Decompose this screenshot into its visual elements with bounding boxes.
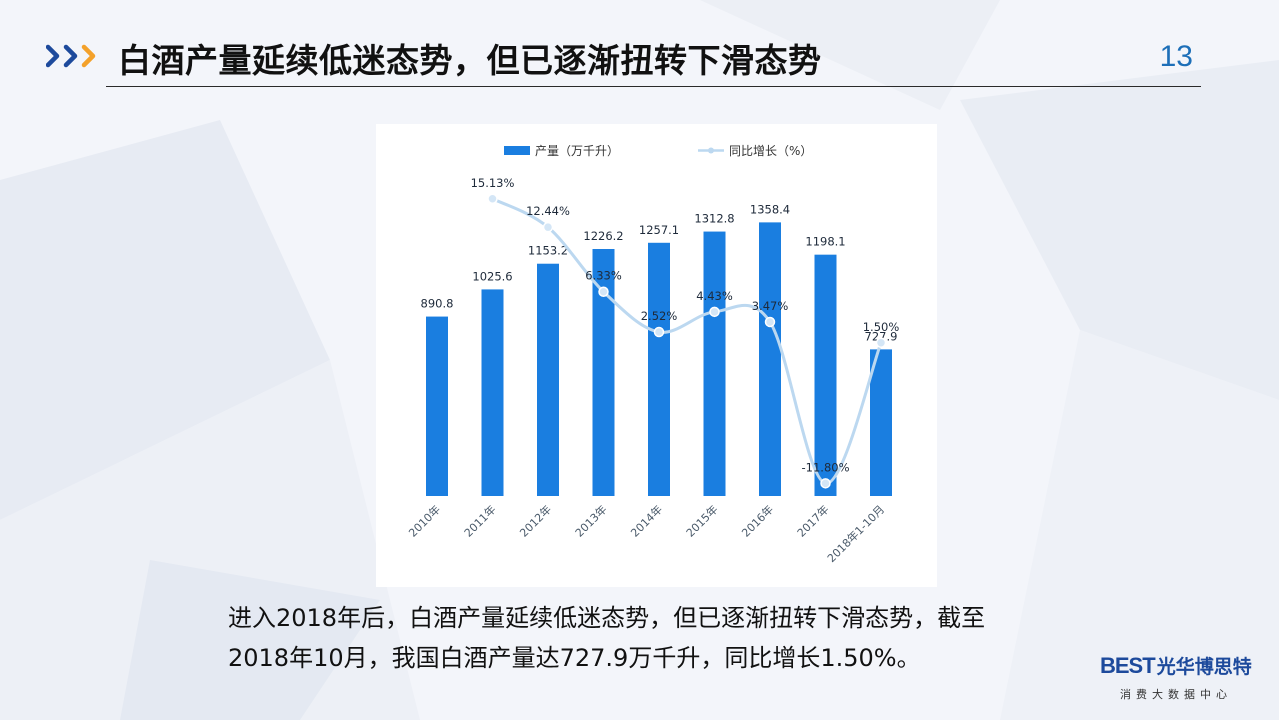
line-label-2: 12.44% (526, 204, 570, 218)
x-tick-label-3: 2013年 (572, 502, 609, 539)
caption-line-1: 进入2018年后，白酒产量延续低迷态势，但已逐渐扭转下滑态势，截至 (228, 604, 986, 632)
caption-line-2: 2018年10月，我国白酒产量达727.9万千升，同比增长1.50%。 (228, 644, 921, 672)
x-tick-label-5: 2015年 (683, 502, 720, 539)
line-point-6 (764, 316, 776, 328)
line-point-1 (487, 193, 498, 205)
bar-label-1: 1025.6 (472, 269, 512, 283)
chart-container: 产量（万千升） 同比增长（%） 890.8 2010年 1025.6 2011年 1153.… (376, 124, 937, 587)
line-label-8: 1.50% (863, 320, 900, 334)
bar-label-4: 1257.1 (639, 223, 679, 237)
legend-line-marker (708, 147, 714, 154)
bar-label-3: 1226.2 (583, 229, 623, 243)
x-tick-label-4: 2014年 (628, 502, 665, 539)
legend-line-label: 同比增长（%） (729, 144, 812, 158)
line-point-7 (820, 478, 831, 489)
x-tick-label-6: 2016年 (739, 502, 776, 539)
title-divider (106, 86, 1201, 87)
logo-best-text: BEST (1100, 652, 1156, 678)
bar-label-2: 1153.2 (528, 244, 568, 258)
bar-2 (537, 263, 559, 496)
legend-bar-swatch (504, 146, 530, 155)
logo-company-name: 光华博思特 (1156, 656, 1252, 678)
bar-label-5: 1312.8 (694, 212, 734, 226)
line-label-5: 4.43% (696, 289, 733, 303)
bar-8 (870, 349, 892, 496)
line-point-8 (875, 337, 887, 349)
page-title: 白酒产量延续低迷态势，但已逐渐扭转下滑态势 (118, 41, 822, 80)
line-point-3 (598, 286, 609, 297)
x-tick-label-8: 2018年1-10月 (824, 502, 887, 565)
bar-3 (592, 249, 615, 496)
bar-1 (481, 289, 504, 496)
line-label-6: 3.47% (752, 299, 789, 313)
logo-wordmark: BEST 光华博思特 (1100, 652, 1252, 679)
bar-6 (759, 222, 781, 496)
bar-label-7: 1198.1 (805, 235, 845, 249)
page-number: 13 (1159, 40, 1193, 73)
x-tick-label-7: 2017年 (794, 502, 831, 539)
chevron-right-triple-icon (46, 44, 96, 68)
company-logo: BEST 光华博思特 消费大数据中心 (1100, 652, 1270, 712)
line-label-1: 15.13% (471, 176, 515, 190)
line-point-5 (709, 306, 720, 318)
line-point-2 (542, 221, 554, 233)
bar-7 (814, 254, 837, 496)
bar-5 (703, 231, 726, 496)
line-label-3: 6.33% (585, 269, 622, 283)
x-tick-label-2: 2012年 (517, 502, 554, 539)
bar-label-0: 890.8 (421, 297, 454, 311)
logo-subtitle: 消费大数据中心 (1120, 688, 1232, 701)
bar-label-6: 1358.4 (750, 202, 790, 216)
slide-header: 白酒产量延续低迷态势，但已逐渐扭转下滑态势 13 (0, 0, 1279, 90)
production-chart: 产量（万千升） 同比增长（%） 890.8 2010年 1025.6 2011年 1153.… (406, 144, 900, 565)
caption-text: 进入2018年后，白酒产量延续低迷态势，但已逐渐扭转下滑态势，截至 2018年1… (228, 598, 1108, 678)
bar-4 (648, 242, 670, 496)
line-label-4: 2.52% (641, 309, 678, 323)
x-tick-label-0: 2010年 (406, 502, 443, 539)
x-tick-label-1: 2011年 (461, 502, 498, 539)
line-point-4 (653, 326, 665, 338)
legend-bar-label: 产量（万千升） (535, 144, 619, 158)
bar-label-8: 727.9 (865, 329, 898, 343)
line-label-7: -11.80% (802, 460, 850, 474)
bar-0 (426, 316, 448, 496)
